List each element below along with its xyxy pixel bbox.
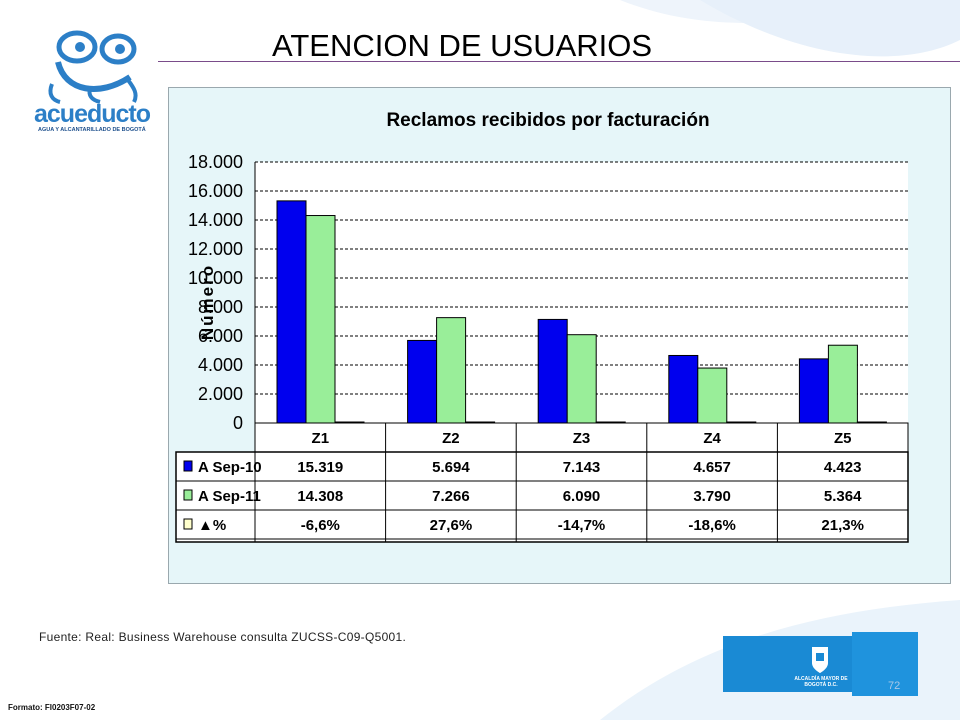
bar-sep10: [407, 339, 438, 424]
footer-brand-box-accent: [852, 632, 918, 696]
legend-swatch: [183, 489, 193, 501]
bar-sep10: [798, 358, 829, 424]
bar-sep11: [436, 317, 467, 424]
logo-wordmark: acueducto: [34, 100, 151, 128]
legend-swatch: [183, 518, 193, 530]
data-table-value: 7.266: [432, 488, 470, 505]
y-tick-label: 4.000: [198, 355, 243, 375]
acueducto-frog-logo: [48, 30, 138, 104]
format-code: Formato: FI0203F07-02: [8, 703, 96, 712]
legend-series-name: ▲%: [198, 517, 226, 534]
y-tick-label: 14.000: [188, 210, 243, 230]
data-table-value: 14.308: [297, 488, 343, 505]
data-table-value: 5.364: [824, 488, 862, 505]
page-number: 72: [888, 680, 901, 692]
data-table-value: 15.319: [297, 459, 343, 476]
x-category-label: Z1: [312, 430, 330, 447]
y-tick-label: 18.000: [188, 152, 243, 172]
data-table-value: 4.423: [824, 459, 862, 476]
data-table-value: 7.143: [563, 459, 601, 476]
data-table-value: 27,6%: [430, 517, 473, 534]
data-table-value: 5.694: [432, 459, 470, 476]
bar-sep11: [566, 334, 597, 424]
y-tick-label: 12.000: [188, 239, 243, 259]
bar-sep10: [276, 200, 307, 424]
y-tick-label: 0: [233, 413, 243, 433]
legend-swatch: [183, 460, 193, 472]
x-category-label: Z4: [703, 430, 721, 447]
data-table-value: 4.657: [693, 459, 731, 476]
y-tick-label: 2.000: [198, 384, 243, 404]
bogota-crest-icon: [812, 647, 828, 673]
source-note: Fuente: Real: Business Warehouse consult…: [39, 630, 407, 644]
bar-sep11: [305, 215, 336, 424]
data-table-value: 6.090: [563, 488, 601, 505]
bar-sep11: [697, 367, 728, 424]
legend-series-name: A Sep-10: [198, 459, 262, 476]
y-tick-label: 6.000: [198, 326, 243, 346]
x-category-label: Z5: [834, 430, 852, 447]
bar-sep10: [668, 354, 699, 424]
page-title: ATENCION DE USUARIOS: [272, 28, 653, 63]
data-table-value: -6,6%: [301, 517, 340, 534]
chart-title: Reclamos recibidos por facturación: [386, 110, 710, 131]
table-body: [175, 451, 909, 543]
data-table-value: -14,7%: [558, 517, 606, 534]
bar-sep10: [537, 318, 568, 424]
data-table-value: 21,3%: [821, 517, 864, 534]
y-tick-label: 16.000: [188, 181, 243, 201]
bar-sep11: [827, 344, 858, 424]
y-tick-label: 8.000: [198, 297, 243, 317]
x-category-label: Z2: [442, 430, 460, 447]
logo-subtext: AGUA Y ALCANTARILLADO DE BOGOTÁ: [38, 127, 146, 133]
title-rule: [158, 61, 960, 62]
data-table-value: 3.790: [693, 488, 731, 505]
data-table-value: -18,6%: [688, 517, 736, 534]
x-category-label: Z3: [573, 430, 591, 447]
y-tick-label: 10.000: [188, 268, 243, 288]
legend-series-name: A Sep-11: [198, 488, 261, 505]
footer-crest-text: ALCALDÍA MAYOR DE BOGOTÁ D.C.: [794, 676, 848, 688]
